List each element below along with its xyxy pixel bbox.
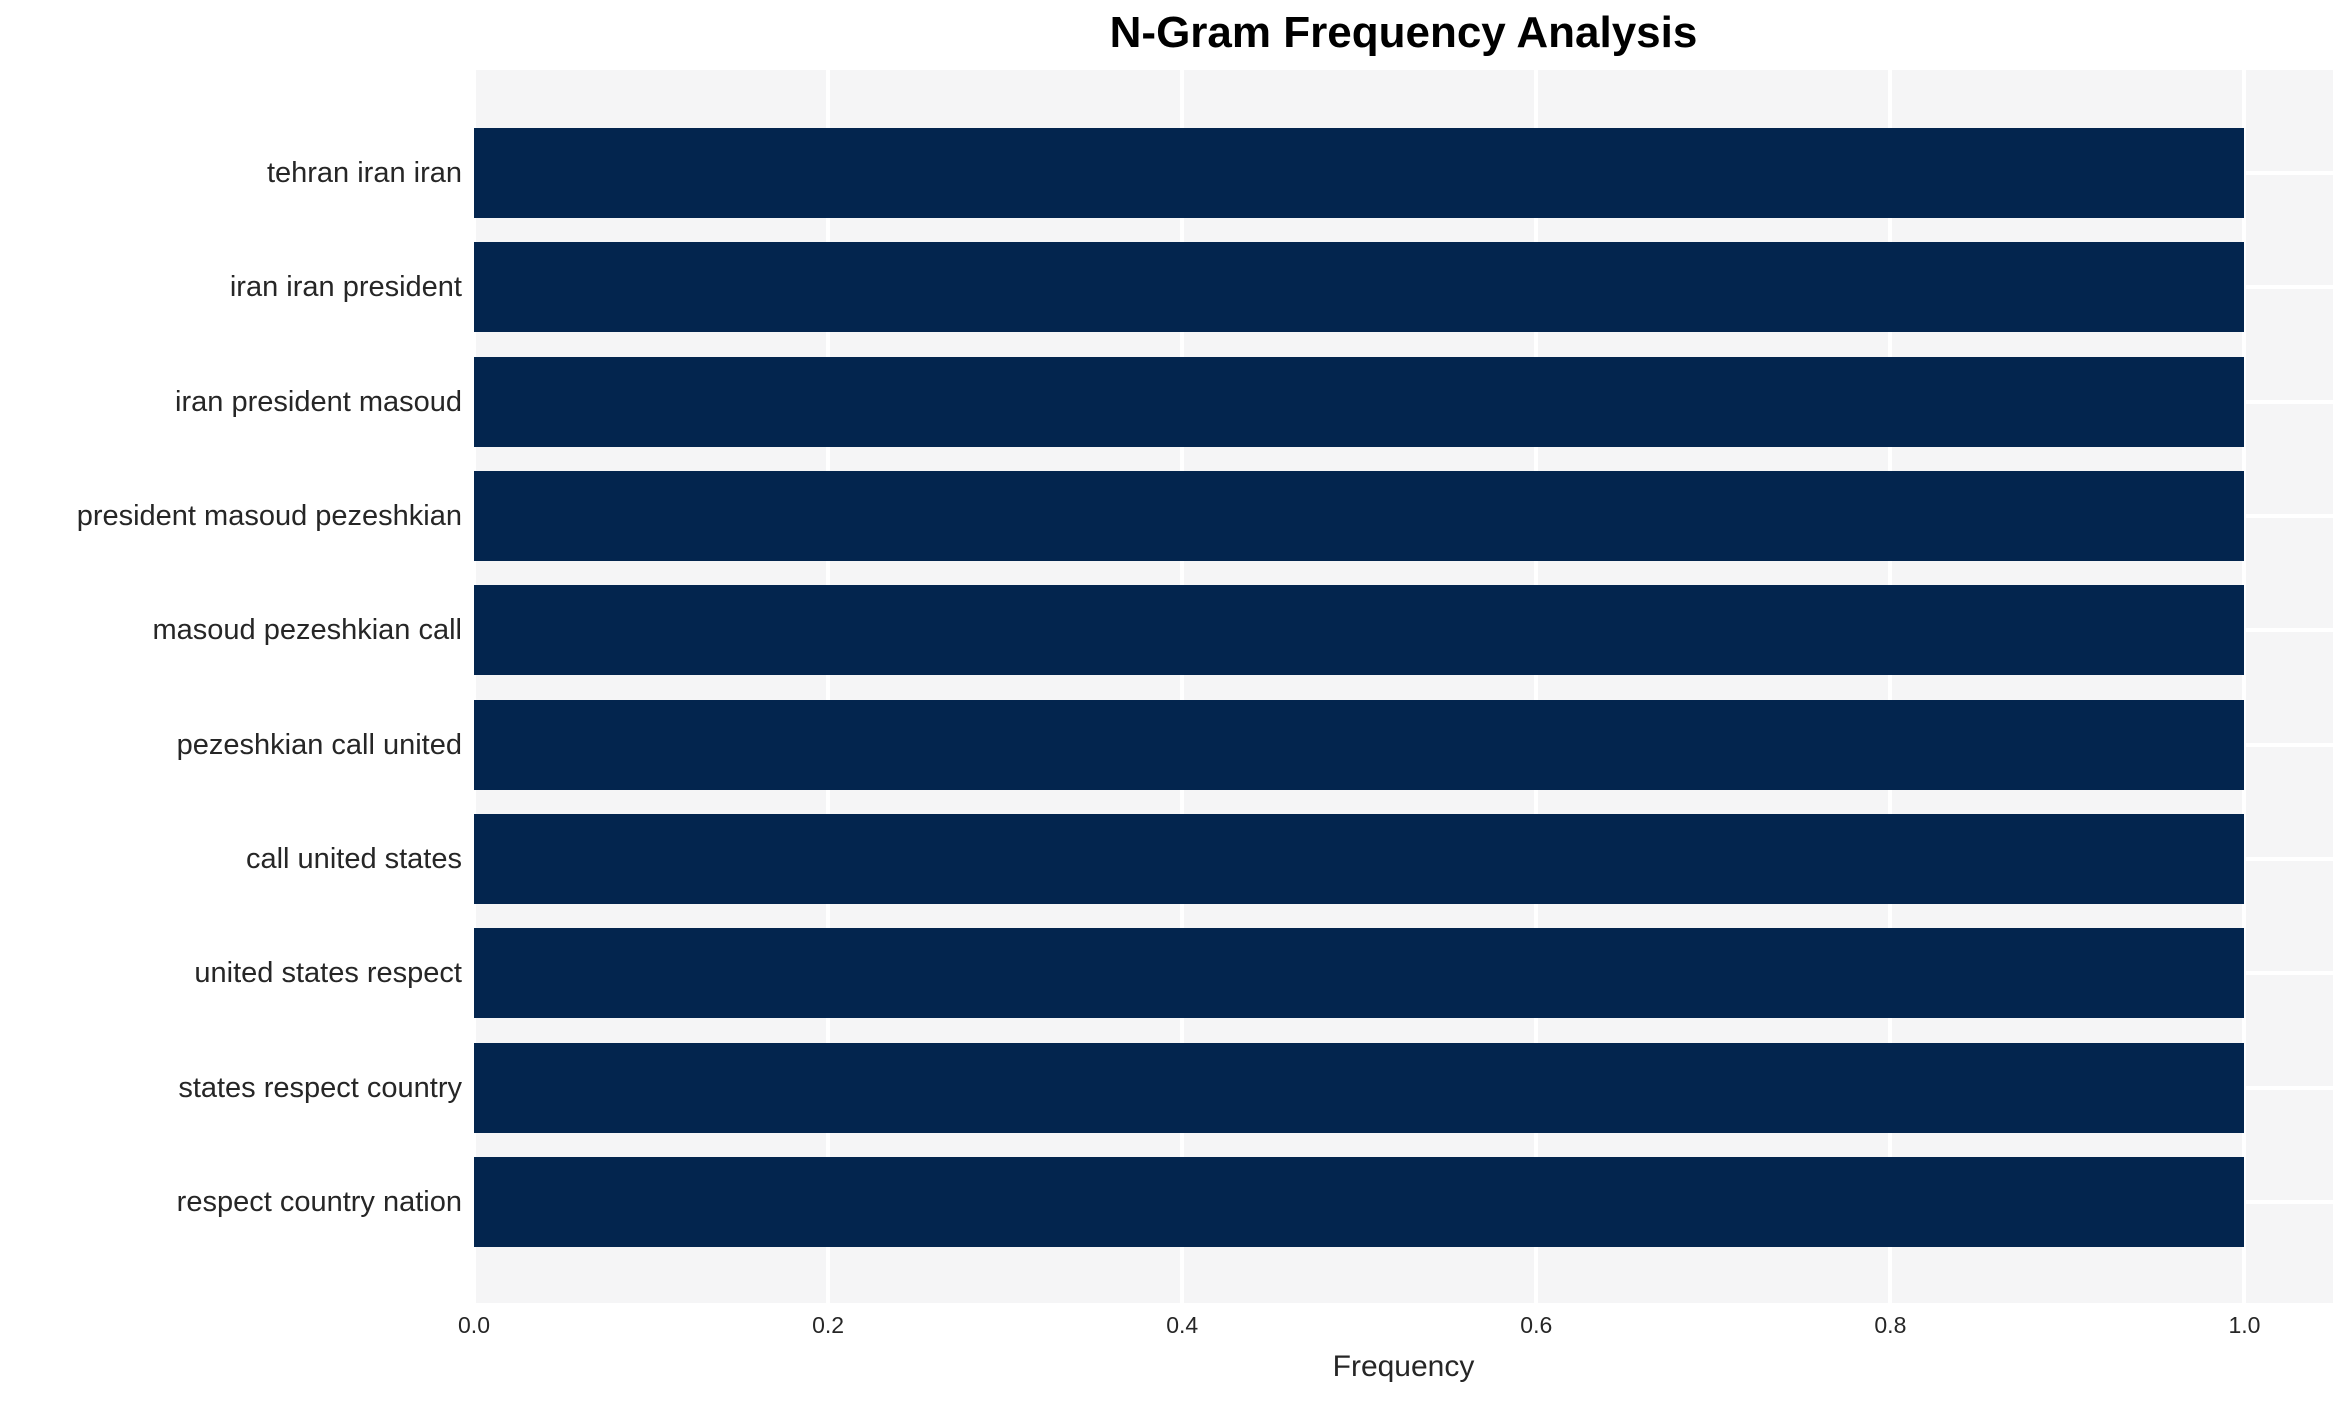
bar bbox=[474, 585, 2245, 676]
x-axis-ticks: 0.0 0.2 0.4 0.6 0.8 1.0 bbox=[0, 1310, 2352, 1344]
bar bbox=[474, 471, 2245, 561]
y-tick-label: iran president masoud bbox=[175, 385, 462, 418]
bar bbox=[474, 928, 2245, 1019]
bar bbox=[474, 242, 2245, 333]
bar bbox=[474, 1157, 2245, 1247]
y-tick-label: iran iran president bbox=[229, 271, 462, 304]
y-tick-label: states respect country bbox=[178, 1071, 462, 1104]
vertical-gridline bbox=[1534, 70, 1539, 1303]
x-tick-label: 0.6 bbox=[1520, 1312, 1553, 1338]
y-tick-label: masoud pezeshkian call bbox=[152, 614, 462, 647]
bar bbox=[474, 814, 2245, 904]
y-axis-labels: tehran iran iran iran iran president iran … bbox=[0, 0, 462, 1402]
plot-area bbox=[474, 70, 2333, 1303]
bar bbox=[474, 128, 2245, 218]
y-tick-label: call united states bbox=[245, 843, 462, 875]
vertical-gridline bbox=[826, 70, 831, 1303]
x-tick-label: 0.2 bbox=[812, 1312, 845, 1338]
x-tick-label: 1.0 bbox=[2228, 1312, 2261, 1338]
x-axis-label: Frequency bbox=[1332, 1350, 1475, 1383]
y-tick-label: united states respect bbox=[194, 957, 462, 990]
vertical-gridline bbox=[1888, 70, 1893, 1303]
x-tick-label: 0.0 bbox=[458, 1312, 490, 1338]
y-tick-label: respect country nation bbox=[176, 1186, 462, 1218]
chart-title: N-Gram Frequency Analysis bbox=[1109, 8, 1698, 57]
vertical-gridline bbox=[1180, 70, 1185, 1303]
x-tick-label: 0.8 bbox=[1874, 1312, 1907, 1338]
bar bbox=[474, 699, 2245, 790]
vertical-gridline bbox=[2242, 70, 2247, 1303]
vertical-gridline bbox=[474, 70, 476, 1303]
y-tick-label: pezeshkian call united bbox=[176, 728, 462, 761]
x-tick-label: 0.4 bbox=[1166, 1312, 1199, 1338]
bar bbox=[474, 356, 2245, 447]
bar bbox=[474, 1042, 2245, 1133]
y-tick-label: tehran iran iran bbox=[266, 157, 462, 189]
y-tick-label: president masoud pezeshkian bbox=[76, 500, 462, 532]
